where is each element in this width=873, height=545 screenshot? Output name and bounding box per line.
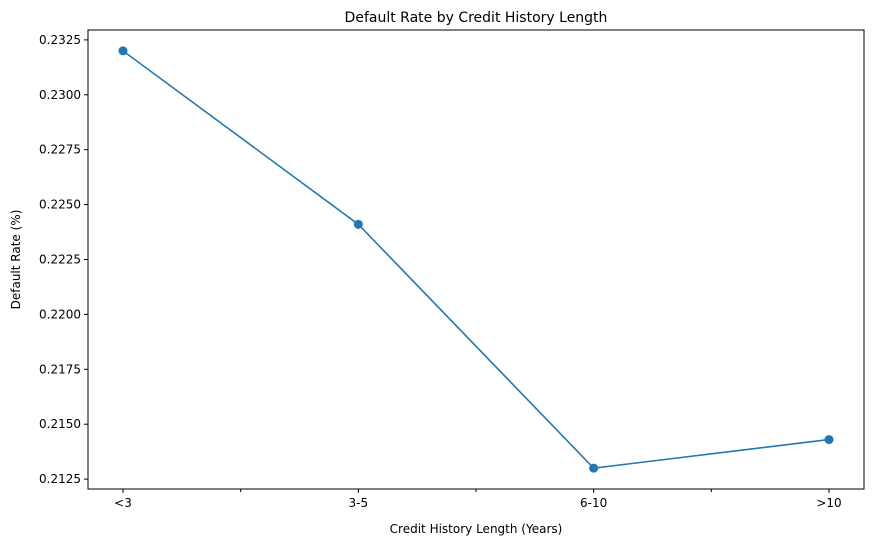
plot-area — [87, 29, 865, 490]
data-point — [589, 463, 599, 473]
y-axis: 0.2125 0.2150 0.2175 0.2200 0.2225 0.2250 0.22… — [39, 33, 88, 486]
y-tick-label: 0.2175 — [39, 362, 81, 376]
series-line — [122, 50, 830, 469]
x-axis-title: Credit History Length (Years) — [390, 522, 563, 536]
y-tick-label: 0.2325 — [39, 33, 81, 47]
y-tick-label: 0.2200 — [39, 307, 81, 321]
x-axis: <3 3-5 6-10 >10 — [114, 489, 842, 510]
data-point — [118, 46, 128, 56]
series-layer — [118, 46, 834, 473]
y-axis-title: Default Rate (%) — [9, 210, 23, 310]
y-tick-label: 0.2225 — [39, 253, 81, 267]
y-tick-label: 0.2250 — [39, 198, 81, 212]
y-tick-label: 0.2125 — [39, 472, 81, 486]
x-tick-label: 3-5 — [349, 496, 369, 510]
y-tick-label: 0.2275 — [39, 143, 81, 157]
y-tick-label: 0.2150 — [39, 417, 81, 431]
x-tick-label: <3 — [114, 496, 132, 510]
data-point — [353, 219, 363, 229]
chart-title: Default Rate by Credit History Length — [345, 10, 608, 26]
data-point — [824, 435, 834, 445]
x-tick-label: 6-10 — [580, 496, 607, 510]
y-tick-label: 0.2300 — [39, 88, 81, 102]
x-tick-label: >10 — [816, 496, 841, 510]
